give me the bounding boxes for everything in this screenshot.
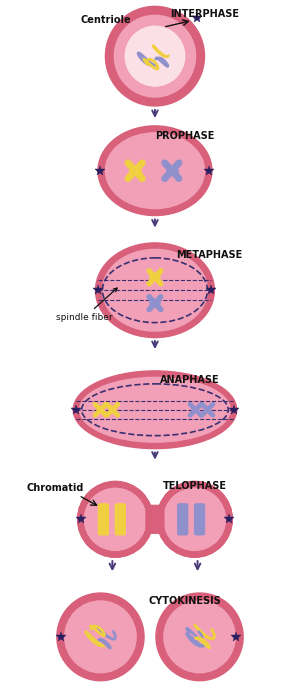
Text: spindle fiber: spindle fiber bbox=[56, 288, 117, 322]
Text: PROPHASE: PROPHASE bbox=[155, 131, 214, 141]
Circle shape bbox=[164, 489, 225, 550]
Circle shape bbox=[157, 482, 232, 557]
Circle shape bbox=[156, 593, 243, 680]
Text: METAPHASE: METAPHASE bbox=[176, 251, 243, 260]
Circle shape bbox=[78, 482, 153, 557]
Circle shape bbox=[78, 482, 153, 557]
Ellipse shape bbox=[105, 133, 205, 209]
FancyBboxPatch shape bbox=[178, 504, 188, 535]
Ellipse shape bbox=[102, 249, 208, 331]
FancyBboxPatch shape bbox=[115, 504, 125, 535]
Circle shape bbox=[157, 482, 232, 557]
Text: ANAPHASE: ANAPHASE bbox=[160, 375, 219, 385]
FancyBboxPatch shape bbox=[146, 505, 164, 533]
Circle shape bbox=[85, 489, 146, 550]
FancyBboxPatch shape bbox=[195, 504, 205, 535]
Ellipse shape bbox=[98, 126, 212, 216]
Circle shape bbox=[105, 6, 205, 106]
Text: TELOPHASE: TELOPHASE bbox=[163, 482, 226, 491]
Ellipse shape bbox=[95, 243, 214, 337]
Ellipse shape bbox=[73, 371, 237, 449]
Text: CYTOKINESIS: CYTOKINESIS bbox=[148, 596, 221, 606]
Circle shape bbox=[114, 15, 196, 97]
Text: Chromatid: Chromatid bbox=[26, 484, 83, 494]
Text: INTERPHASE: INTERPHASE bbox=[170, 9, 239, 20]
Circle shape bbox=[164, 489, 225, 550]
Circle shape bbox=[164, 601, 235, 673]
Circle shape bbox=[65, 601, 136, 673]
Circle shape bbox=[57, 593, 144, 680]
Ellipse shape bbox=[80, 377, 230, 442]
Circle shape bbox=[125, 27, 185, 86]
FancyBboxPatch shape bbox=[98, 504, 108, 535]
Text: Centriole: Centriole bbox=[81, 15, 131, 25]
Circle shape bbox=[85, 489, 146, 550]
